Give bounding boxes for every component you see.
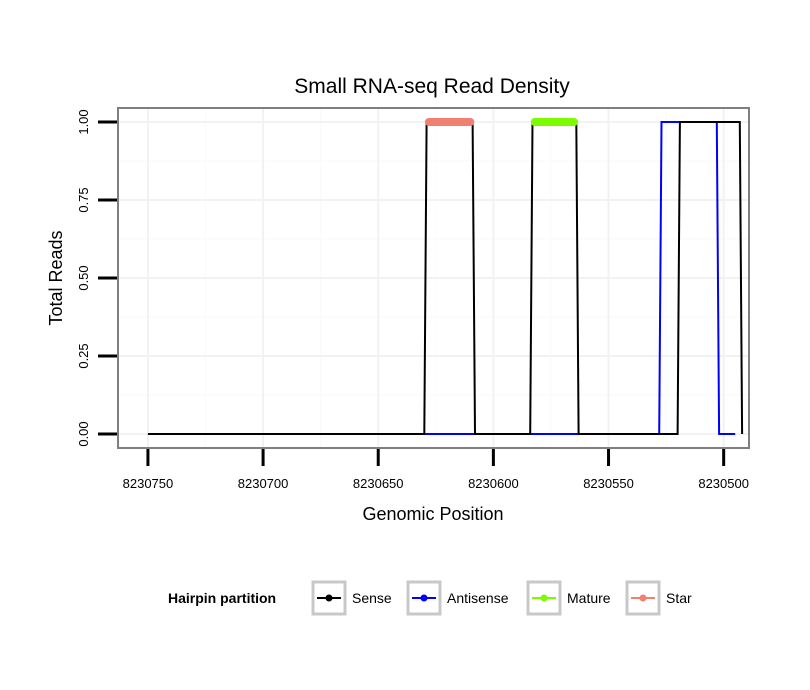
- y-tick-label: 1.00: [76, 109, 91, 134]
- x-tick-label: 8230600: [468, 476, 519, 491]
- series-layer: [147, 118, 744, 435]
- legend-item-star: Star: [625, 580, 692, 616]
- legend-item-antisense: Antisense: [406, 580, 509, 616]
- x-tick-label: 8230550: [583, 476, 634, 491]
- x-tick-label: 8230750: [123, 476, 174, 491]
- legend-item-label: Antisense: [447, 590, 509, 606]
- x-axis: 8230750 8230700 8230650 8230600 8230550 82305…: [123, 449, 749, 491]
- x-tick-label: 8230650: [353, 476, 404, 491]
- legend-key-point: [540, 594, 548, 602]
- chart-title: Small RNA-seq Read Density: [294, 75, 570, 98]
- legend-item-label: Sense: [352, 590, 392, 606]
- legend-key-point: [639, 594, 647, 602]
- x-tick-label: 8230500: [698, 476, 749, 491]
- y-axis-label: Total Reads: [46, 230, 66, 325]
- legend-item-label: Mature: [567, 590, 611, 606]
- x-tick-label: 8230700: [238, 476, 289, 491]
- legend-item-label: Star: [666, 590, 692, 606]
- y-tick-label: 0.75: [76, 187, 91, 212]
- plot-border: [117, 107, 750, 449]
- y-tick-label: 0.50: [76, 265, 91, 290]
- legend: Hairpin partition Sense Antisense Mature St…: [168, 580, 692, 616]
- legend-item-mature: Mature: [526, 580, 611, 616]
- x-axis-label: Genomic Position: [362, 504, 503, 524]
- y-axis: 0.00 0.25 0.50 0.75 1.00: [76, 109, 117, 447]
- y-tick-label: 0.00: [76, 421, 91, 446]
- legend-item-sense: Sense: [311, 580, 392, 616]
- legend-title: Hairpin partition: [168, 590, 276, 606]
- legend-key-point: [420, 594, 428, 602]
- y-tick-label: 0.25: [76, 343, 91, 368]
- legend-key-point: [325, 594, 333, 602]
